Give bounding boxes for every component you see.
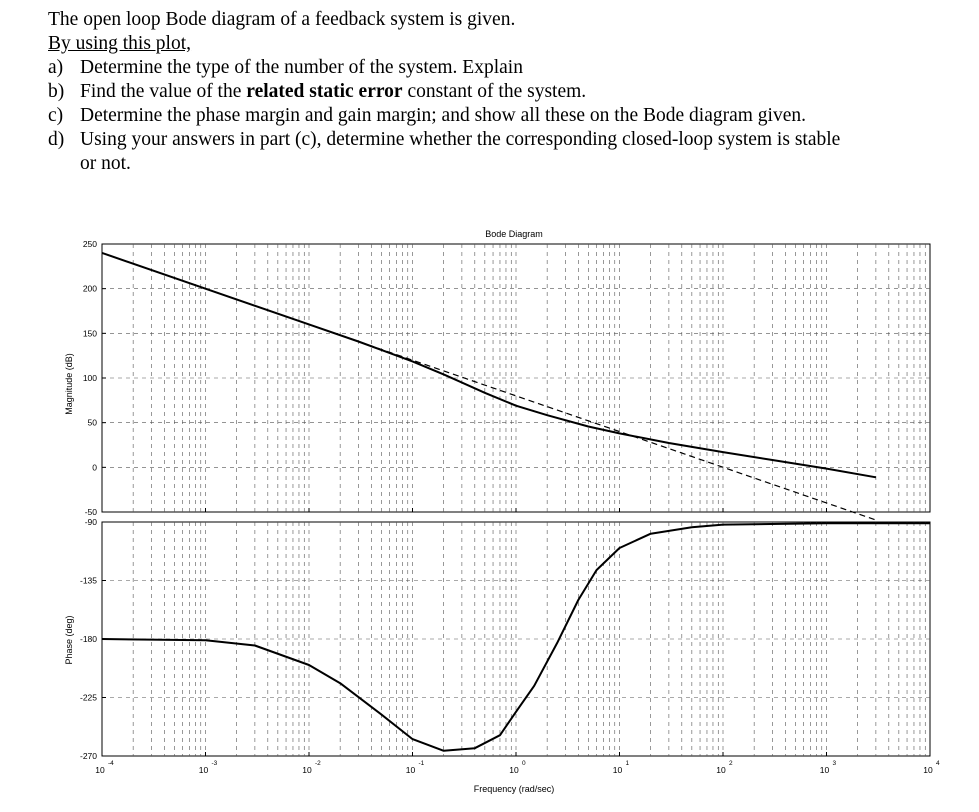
magnitude-ytick-label: 0 [92, 462, 97, 472]
item-label: a) [48, 57, 64, 78]
phase-ytick-label: -180 [80, 634, 97, 644]
frequency-tick-exponent: 0 [522, 760, 526, 767]
magnitude-ytick-label: 50 [88, 418, 98, 428]
phase-ytick-label: -225 [80, 693, 97, 703]
phase-ytick-label: -135 [80, 576, 97, 586]
magnitude-curve [101, 251, 877, 479]
item-text-pre: Determine the type of the number of the … [80, 57, 523, 78]
item-text: Determine the type of the number of the … [80, 56, 523, 80]
item-text-pre: Find the value of the [80, 81, 247, 102]
chart-title: Bode Diagram [485, 229, 543, 239]
frequency-tick-exponent: 1 [626, 760, 630, 767]
magnitude-ytick-label: -50 [85, 507, 98, 517]
phase-plot: -90 -135 -180 -225 -270 [80, 517, 931, 761]
frequency-tick-label: 10 [613, 765, 623, 775]
frequency-tick-exponent: 2 [729, 760, 733, 767]
item-text-bold: related static error [246, 81, 403, 102]
item-label: b) [48, 81, 65, 102]
magnitude-ytick-label: 200 [83, 284, 97, 294]
magnitude-ytick-label: 150 [83, 328, 97, 338]
item-text: Find the value of the related static err… [80, 80, 586, 104]
item-text-post: constant of the system. [402, 81, 587, 102]
phase-axis-label: Phase (deg) [64, 615, 74, 664]
magnitude-plot: 250 200 150 100 50 0 -50 [83, 239, 931, 521]
question-item-b: b) Find the value of the related static … [48, 80, 948, 104]
item-text: Determine the phase margin and gain marg… [80, 104, 806, 128]
item-label: c) [48, 105, 64, 126]
item-text-pre: Determine the phase margin and gain marg… [80, 105, 807, 126]
question-intro: The open loop Bode diagram of a feedback… [48, 9, 516, 30]
question-item-d-continuation: or not. [80, 153, 131, 174]
magnitude-ytick-label: 100 [83, 373, 97, 383]
x-axis-label: Frequency (rad/sec) [474, 784, 555, 794]
frequency-tick-exponent: -4 [108, 760, 114, 767]
item-text-pre: Using your answers in part (c), determin… [80, 129, 841, 150]
item-label: d) [48, 129, 65, 150]
phase-ytick-label: -270 [80, 751, 97, 761]
frequency-tick-label: 10 [923, 765, 933, 775]
question-item-c: c) Determine the phase margin and gain m… [48, 104, 948, 128]
frequency-tick-label: 10 [302, 765, 312, 775]
question-by-using: By using this plot, [48, 33, 192, 54]
question-item-a: a) Determine the type of the number of t… [48, 56, 948, 80]
frequency-tick-label: 10 [199, 765, 209, 775]
frequency-tick-exponent: 3 [833, 760, 837, 767]
magnitude-ytick-label: 250 [83, 239, 97, 249]
frequency-tick-label: 10 [716, 765, 726, 775]
question-item-d: d) Using your answers in part (c), deter… [48, 128, 948, 152]
phase-curve [101, 522, 930, 752]
frequency-tick-label: 10 [406, 765, 416, 775]
frequency-tick-exponent: 4 [936, 760, 940, 767]
magnitude-asymptote-line [358, 340, 877, 521]
frequency-tick-exponent: -1 [419, 760, 425, 767]
frequency-tick-exponent: -3 [212, 760, 218, 767]
magnitude-axis-label: Magnitude (dB) [64, 353, 74, 415]
phase-ytick-label: -90 [85, 517, 98, 527]
frequency-tick-label: 10 [95, 765, 105, 775]
frequency-tick-label: 10 [820, 765, 830, 775]
question-text: The open loop Bode diagram of a feedback… [48, 8, 948, 176]
item-text: Using your answers in part (c), determin… [80, 128, 840, 152]
frequency-tick-label: 10 [509, 765, 519, 775]
frequency-tick-exponent: -2 [315, 760, 321, 767]
